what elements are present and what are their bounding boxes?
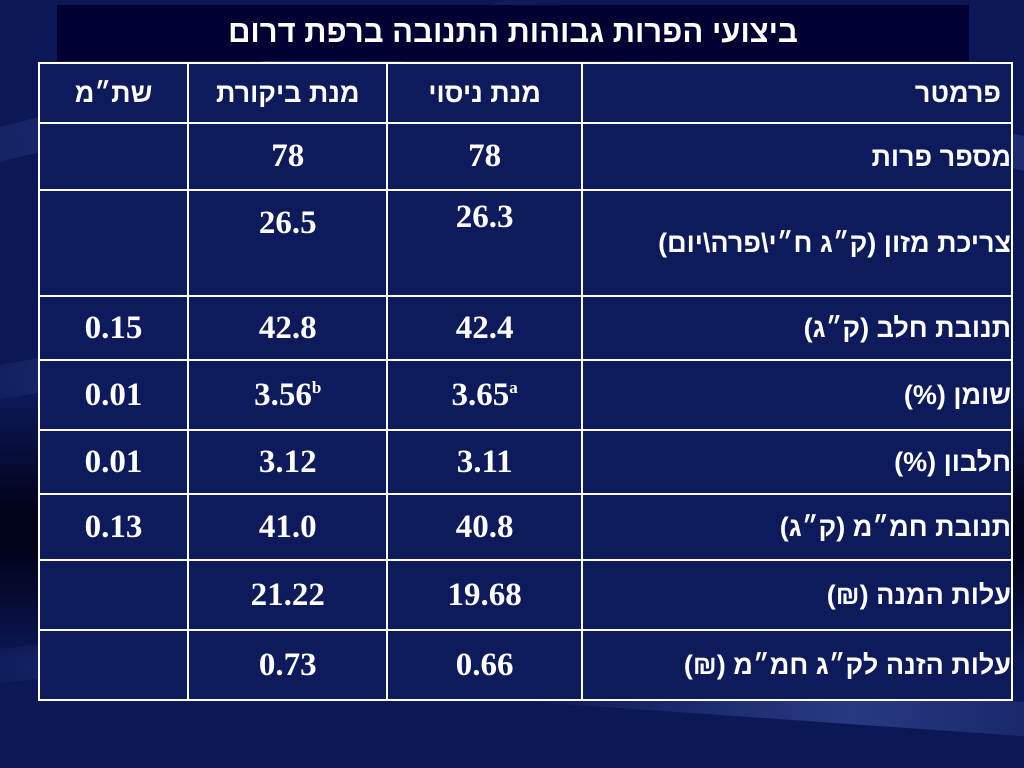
table-row: תנובת חמ״מ (ק״ג) 40.8 41.0 0.13 [37,493,1014,561]
table-row: מספר פרות 78 78 [37,122,1014,191]
row-param: מספר פרות [580,122,1014,191]
row-control: 78 [187,122,389,191]
row-trial: 3.11 [386,429,583,495]
row-param: עלות הזנה לק״ג חמ״מ (₪) [580,629,1014,701]
row-se [37,122,190,191]
table-row: שומן (%) 3.65a 3.56b 0.01 [37,359,1014,431]
row-param: צריכת מזון (ק״ג ח״י\פרה\יום) [580,189,1014,297]
row-se: 0.01 [37,429,190,495]
results-table: פרמטר מנת ניסוי מנת ביקורת שת״מ מספר פרו… [37,62,1014,701]
header-param: פרמטר [580,62,1014,124]
row-se: 0.13 [37,493,190,561]
table-header-row: פרמטר מנת ניסוי מנת ביקורת שת״מ [37,62,1014,124]
row-control: 42.8 [187,295,389,361]
table-row: עלות הזנה לק״ג חמ״מ (₪) 0.66 0.73 [37,629,1014,701]
row-se: 0.01 [37,359,190,431]
header-se: שת״מ [37,62,190,124]
row-se: 0.15 [37,295,190,361]
row-control: 21.22 [187,559,389,631]
row-trial: 0.66 [386,629,583,701]
row-param: חלבון (%) [580,429,1014,495]
row-trial: 26.3 [386,189,583,297]
row-trial: 3.65a [386,359,583,431]
table-row: חלבון (%) 3.11 3.12 0.01 [37,429,1014,495]
row-trial: 40.8 [386,493,583,561]
row-se [37,629,190,701]
row-trial: 19.68 [386,559,583,631]
row-se [37,559,190,631]
page-title: ביצועי הפרות גבוהות התנובה ברפת דרום [228,14,798,49]
table-row: תנובת חלב (ק״ג) 42.4 42.8 0.15 [37,295,1014,361]
row-control: 3.12 [187,429,389,495]
table-row: עלות המנה (₪) 19.68 21.22 [37,559,1014,631]
title-bar [57,5,969,61]
row-control: 3.56b [187,359,389,431]
row-control: 41.0 [187,493,389,561]
row-trial: 42.4 [386,295,583,361]
row-control: 0.73 [187,629,389,701]
row-se [37,189,190,297]
table-row: צריכת מזון (ק״ג ח״י\פרה\יום) 26.3 26.5 [37,189,1014,297]
header-control: מנת ביקורת [187,62,389,124]
row-param: עלות המנה (₪) [580,559,1014,631]
row-param: שומן (%) [580,359,1014,431]
row-trial: 78 [386,122,583,191]
row-param: תנובת חלב (ק״ג) [580,295,1014,361]
row-param: תנובת חמ״מ (ק״ג) [580,493,1014,561]
row-control: 26.5 [187,189,389,297]
header-trial: מנת ניסוי [386,62,583,124]
